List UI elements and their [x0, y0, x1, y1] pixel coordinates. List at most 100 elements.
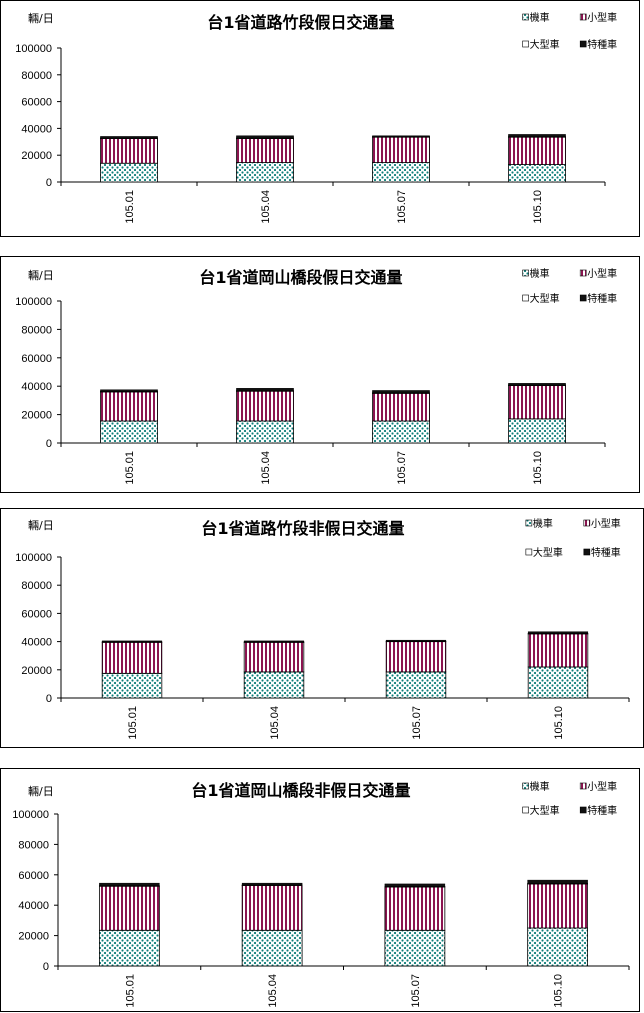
chart-panel-luzhu-weekday: 台1省道路竹段非假日交通量 輛/日 0 20000 40000 60000 80000 100… [0, 508, 644, 748]
y-tick-label: 100000 [15, 552, 52, 564]
bar-segment-motorcycle [100, 420, 158, 444]
legend-item-large-car: 大型車 [522, 292, 560, 305]
legend-label: 小型車 [587, 11, 617, 24]
y-tick-label: 0 [46, 438, 52, 450]
bar-segment-motorcycle [100, 162, 158, 183]
legend-item-motorcycle: 機車 [522, 11, 550, 24]
x-category-label: 105.04 [260, 451, 272, 485]
bar-segment-small-car [100, 138, 158, 164]
bar-segment-small-car [101, 641, 163, 674]
bar-segment-motorcycle [527, 666, 589, 699]
x-category-label: 105.01 [127, 706, 139, 740]
x-category-label: 105.07 [396, 451, 408, 485]
y-tick-label: 60000 [21, 97, 52, 109]
y-tick-label: 40000 [18, 900, 49, 912]
legend-item-motorcycle: 機車 [522, 267, 550, 280]
bar-segment-small-car [384, 886, 446, 931]
bar-segment-special [241, 882, 303, 886]
bar-segment-motorcycle [236, 162, 294, 183]
legend-label: 機車 [530, 11, 550, 24]
chart-panel-gangshan-holiday: 台1省道岡山橋段假日交通量 輛/日 0 20000 40000 60000 80000 100… [0, 256, 640, 493]
y-tick-label: 100000 [15, 296, 52, 308]
y-tick-label: 20000 [18, 931, 49, 943]
bar-segment-small-car [385, 641, 447, 673]
y-tick-label: 60000 [21, 608, 52, 620]
bar-segment-small-car [372, 392, 430, 422]
legend-label: 大型車 [530, 804, 560, 817]
chart-panel-luzhu-holiday: 台1省道路竹段假日交通量 輛/日 0 20000 40000 60000 80000 1000… [0, 0, 640, 237]
x-category-label: 105.10 [532, 190, 544, 224]
x-category-label: 105.04 [260, 190, 272, 224]
y-tick-label: 60000 [18, 870, 49, 882]
bar-segment-small-car [236, 390, 294, 422]
legend-swatch [583, 519, 591, 527]
legend-item-large-car: 大型車 [522, 38, 560, 51]
y-tick-label: 80000 [21, 70, 52, 82]
y-tick-label: 80000 [21, 580, 52, 592]
y-axis-unit-label: 輛/日 [28, 518, 54, 532]
bar-segment-motorcycle [508, 418, 566, 444]
y-tick-label: 0 [46, 177, 52, 189]
bar-segment-special [243, 640, 305, 643]
y-tick-label: 40000 [21, 637, 52, 649]
legend-label: 機車 [533, 517, 553, 530]
legend-item-special: 特種車 [579, 804, 617, 817]
bar-segment-small-car [527, 883, 589, 929]
y-tick-label: 80000 [18, 839, 49, 851]
legend-swatch [522, 269, 529, 277]
legend-item-motorcycle: 機車 [525, 517, 553, 530]
x-category-label: 105.10 [553, 706, 565, 740]
legend-label: 特種車 [587, 804, 617, 817]
x-category-label: 105.10 [553, 974, 565, 1008]
x-category-label: 105.01 [124, 974, 136, 1008]
legend-label: 特種車 [591, 546, 621, 559]
legend-swatch [522, 40, 529, 48]
bar-segment-special [372, 390, 430, 394]
bar-segment-special [384, 883, 446, 887]
x-category-label: 105.01 [124, 190, 136, 224]
x-category-label: 105.10 [532, 451, 544, 485]
bar-segment-special [508, 134, 566, 137]
y-tick-label: 40000 [21, 123, 52, 135]
y-tick-label: 60000 [21, 353, 52, 365]
legend-item-special: 特種車 [579, 292, 617, 305]
legend-item-large-car: 大型車 [522, 804, 560, 817]
chart-panel-gangshan-weekday: 台1省道岡山橋段非假日交通量 輛/日 0 20000 40000 60000 80000 10… [0, 768, 640, 1012]
legend-swatch [579, 294, 587, 302]
legend-swatch [579, 13, 587, 21]
bar-segment-motorcycle [98, 929, 160, 967]
legend-item-small-car: 小型車 [583, 517, 621, 530]
legend-swatch [579, 806, 587, 814]
legend-swatch [579, 782, 587, 790]
bar-segment-motorcycle [527, 927, 589, 967]
legend-label: 特種車 [587, 292, 617, 305]
y-tick-label: 0 [46, 693, 52, 705]
bar-segment-special [527, 631, 589, 634]
legend-swatch [579, 40, 587, 48]
bar-segment-motorcycle [236, 420, 294, 444]
legend-item-small-car: 小型車 [579, 267, 617, 280]
chart-title: 台1省道路竹段非假日交通量 [201, 519, 404, 538]
chart-svg: 台1省道岡山橋段假日交通量 輛/日 0 20000 40000 60000 80000 100… [15, 267, 617, 485]
legend-swatch [522, 806, 529, 814]
y-tick-label: 40000 [21, 381, 52, 393]
y-tick-label: 100000 [15, 43, 52, 55]
legend-label: 特種車 [587, 38, 617, 51]
bar-segment-special [236, 388, 294, 391]
x-category-label: 105.07 [410, 974, 422, 1008]
bar-segment-special [99, 882, 160, 886]
legend-label: 機車 [530, 780, 550, 793]
bar-segment-motorcycle [508, 164, 566, 183]
legend-swatch [579, 269, 587, 277]
y-axis-unit-label: 輛/日 [28, 268, 54, 282]
y-tick-label: 100000 [12, 809, 49, 821]
y-tick-label: 20000 [21, 410, 52, 422]
chart-svg: 台1省道路竹段非假日交通量 輛/日 0 20000 40000 60000 80000 100… [15, 517, 630, 740]
bar-segment-special [372, 135, 430, 137]
bar-segment-small-car [100, 391, 158, 422]
legend-label: 小型車 [587, 267, 617, 280]
bar-segment-small-car [508, 385, 566, 420]
y-tick-label: 20000 [21, 665, 52, 677]
x-category-label: 105.07 [396, 190, 408, 224]
x-category-label: 105.01 [124, 451, 136, 485]
